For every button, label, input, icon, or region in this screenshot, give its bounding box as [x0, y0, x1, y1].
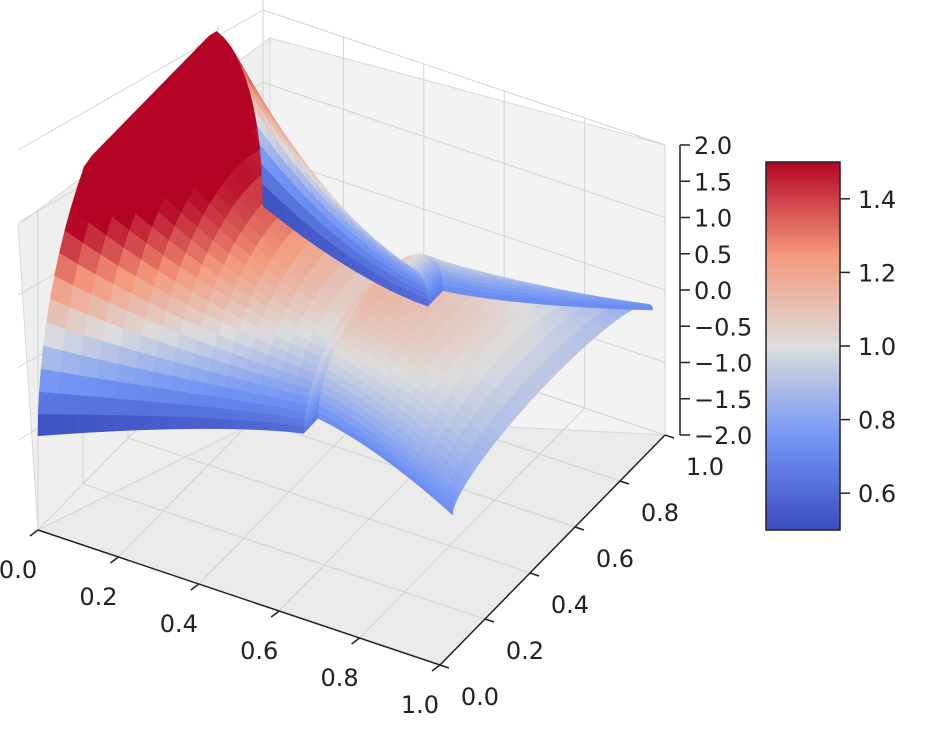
surface-facet — [130, 414, 150, 431]
x-tick-label: 0.6 — [240, 637, 278, 665]
z-tick-label: −1.5 — [694, 386, 752, 414]
y-tick-mark — [484, 618, 495, 623]
surface-facet — [262, 183, 274, 215]
y-tick-mark — [439, 664, 450, 669]
surface-facet — [202, 417, 222, 429]
colorbar-tick-label: 1.2 — [858, 259, 896, 287]
surface-facet — [75, 394, 96, 415]
x-tick-mark — [270, 610, 280, 618]
colorbar: 0.6 0.8 1.0 1.2 1.4 — [765, 161, 896, 531]
colorbar-tick-label: 1.0 — [858, 333, 896, 361]
surface-facet — [75, 413, 95, 434]
y-tick-label: 0.2 — [506, 637, 544, 665]
surface-facet — [39, 368, 61, 394]
surface-facet — [94, 396, 115, 416]
x-tick-mark — [190, 583, 200, 591]
surface-facet — [56, 392, 78, 415]
z-tick-label: −1.0 — [694, 350, 752, 378]
x-axis-line — [37, 529, 441, 666]
y-tick-mark — [664, 434, 675, 439]
y-tick-label: 1.0 — [686, 453, 724, 481]
x-tick-label: 0.8 — [321, 664, 359, 692]
y-tick-mark — [529, 572, 540, 577]
z-tick-label: −0.5 — [694, 313, 752, 341]
z-tick-label: −2.0 — [694, 422, 752, 450]
y-tick-label: 0.0 — [461, 683, 499, 711]
colorbar-tick-label: 0.6 — [858, 480, 896, 508]
surface-facet — [149, 400, 169, 417]
surface-facet — [112, 414, 132, 432]
z-tick-label: 1.0 — [694, 205, 732, 233]
y-tick-label: 0.8 — [641, 499, 679, 527]
colorbar-tick-label: 0.8 — [858, 407, 896, 435]
x-tick-label: 0.2 — [79, 583, 117, 611]
surface-facet — [185, 416, 204, 429]
z-tick-label: 0.5 — [694, 241, 732, 269]
x-tick-mark — [431, 664, 441, 672]
z-axis-ticks: −2.0 −1.5 −1.0 −0.5 0.0 0.5 1.0 1.5 2.0 — [680, 132, 752, 450]
surface-facet — [95, 377, 116, 399]
wall-gridline — [17, 9, 666, 151]
floor-gridline — [359, 407, 585, 639]
surface-facet — [94, 414, 114, 433]
surface-facet — [167, 415, 186, 430]
surface-facet — [131, 399, 151, 416]
z-tick-label: 0.0 — [694, 277, 732, 305]
surface-facet — [38, 391, 59, 415]
y-axis-ticks: 0.00.20.40.60.81.0 — [439, 434, 724, 711]
surface-facet — [56, 413, 77, 435]
x-tick-mark — [351, 637, 361, 645]
surface-facet — [220, 418, 239, 430]
surface-facet — [185, 404, 205, 419]
surface-facet — [76, 374, 98, 397]
colorbar-ticks: 0.6 0.8 1.0 1.2 1.4 — [840, 186, 896, 508]
y-tick-mark — [619, 480, 630, 485]
x-tick-mark — [109, 556, 119, 564]
surface-mesh — [37, 31, 653, 516]
surface-facet — [57, 371, 79, 396]
surface-facet — [149, 415, 169, 430]
colorbar-gradient — [765, 161, 841, 531]
surface-facet — [112, 397, 133, 416]
y-tick-label: 0.6 — [596, 545, 634, 573]
surface-facet — [113, 380, 135, 400]
z-tick-label: 1.5 — [694, 168, 732, 196]
y-tick-label: 0.4 — [551, 591, 589, 619]
floor-gridline — [127, 437, 531, 574]
y-axis-line — [439, 434, 666, 666]
surface-facet — [37, 413, 58, 437]
colorbar-tick-label: 1.4 — [858, 186, 896, 214]
x-tick-label: 0.0 — [0, 556, 37, 584]
y-tick-mark — [574, 526, 585, 531]
x-tick-mark — [29, 529, 39, 537]
x-axis-ticks: 0.0 0.2 0.4 0.6 0.8 1.0 — [0, 529, 441, 719]
surface-facet — [237, 419, 256, 430]
surface-facet — [167, 402, 187, 418]
floor-gridline — [82, 483, 486, 620]
z-tick-label: 2.0 — [694, 132, 732, 160]
x-tick-label: 0.4 — [160, 610, 198, 638]
x-tick-label: 1.0 — [401, 691, 439, 719]
